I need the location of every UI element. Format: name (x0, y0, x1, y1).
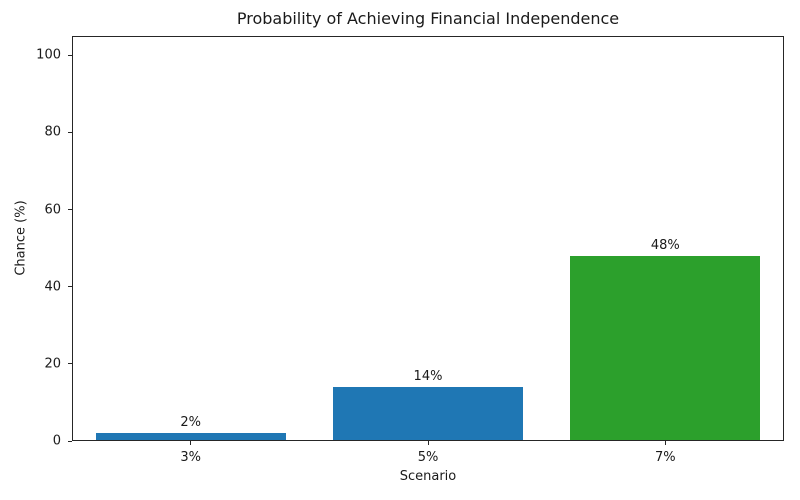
y-tick-label: 80 (44, 124, 61, 140)
y-tick-mark (68, 209, 72, 211)
x-tick-label: 5% (417, 450, 439, 465)
x-tick-mark (427, 441, 429, 445)
y-tick-mark (68, 440, 72, 442)
y-tick-mark (68, 286, 72, 288)
x-axis-label: Scenario (399, 469, 457, 484)
bar (333, 387, 523, 441)
bar (95, 433, 286, 441)
x-tick-label: 7% (655, 450, 676, 465)
y-tick-label: 40 (44, 279, 61, 295)
y-tick-label: 0 (52, 433, 61, 449)
bar (570, 255, 761, 441)
x-tick-label: 3% (180, 450, 201, 465)
y-tick-mark (68, 131, 72, 133)
plot-area (72, 36, 784, 441)
bar-value-label: 14% (413, 369, 443, 384)
y-tick-mark (68, 363, 72, 365)
x-tick-mark (664, 441, 666, 445)
y-tick-label: 60 (44, 202, 61, 218)
x-tick-mark (190, 441, 192, 445)
y-tick-mark (68, 54, 72, 56)
bar-value-label: 48% (650, 237, 680, 253)
y-tick-label: 20 (44, 356, 61, 372)
chart-title: Probability of Achieving Financial Indep… (236, 9, 620, 28)
y-tick-label: 100 (36, 47, 61, 63)
bar-value-label: 2% (180, 415, 201, 431)
